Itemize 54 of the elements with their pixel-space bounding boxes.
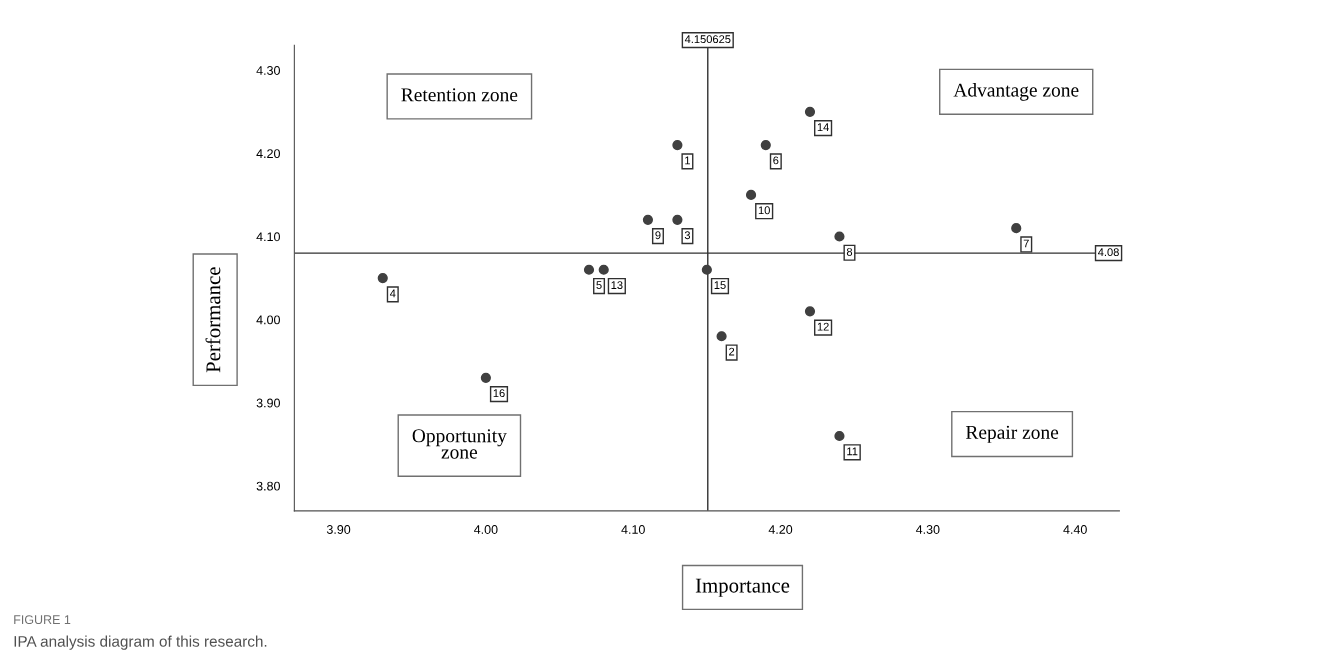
point [701,264,712,275]
annotation: 14 [817,123,829,131]
x-tick-label: 4.00 [474,525,498,534]
annotation: Opportunity zone [412,429,507,459]
annotation: 5 [596,281,602,290]
x-tick-label: 4.10 [621,525,645,534]
y-tick-label: 3.80 [256,481,280,491]
point [480,372,491,383]
point [834,231,845,242]
annotation: 10 [758,206,770,215]
x-tick-label: 4.30 [915,525,940,534]
point [745,189,757,201]
annotation: 7 [1023,239,1029,248]
point [672,214,683,225]
y-axis-title: Performance [205,267,221,373]
annotation: 9 [655,231,661,240]
point [642,214,654,225]
annotation: 4 [389,289,396,298]
point [598,264,609,275]
text: IPA analysis diagram of this research. [14,635,267,650]
annotation: 2 [729,347,735,356]
ref-line-label: 4.08 [1097,248,1119,257]
x-tick-label: 3.90 [326,525,351,534]
annotation: 1 [685,156,690,165]
point [672,139,683,151]
annotation: Advantage zone [953,83,1079,101]
point [1011,223,1022,234]
y-tick-label: 4.20 [256,149,280,159]
point [716,331,727,342]
x-tick-label: 4.40 [1063,525,1087,534]
ref-line-label: 4.150625 [684,35,731,44]
y-tick-label: 4.30 [256,66,280,75]
y-tick-label: 3.90 [256,398,280,408]
caption: FIGURE 1 [14,615,71,625]
y-tick-label: 4.00 [256,315,280,325]
annotation: Repair zone [965,425,1059,443]
point [804,106,816,117]
annotation: 6 [773,156,779,165]
annotation: 16 [493,389,505,398]
x-axis-title: Importance [695,578,790,597]
point [760,139,771,151]
point [583,264,595,275]
annotation: 12 [817,322,829,331]
point [804,306,816,317]
annotation: 8 [846,247,853,256]
annotation: 13 [611,281,623,290]
y-tick-label: 4.10 [256,232,280,242]
annotation: 15 [714,281,726,290]
annotation: 11 [847,447,858,456]
x-tick-label: 4.20 [768,525,793,534]
annotation: 3 [684,231,691,240]
point [377,272,388,284]
point [834,430,845,442]
annotation: Retention zone [401,88,518,102]
